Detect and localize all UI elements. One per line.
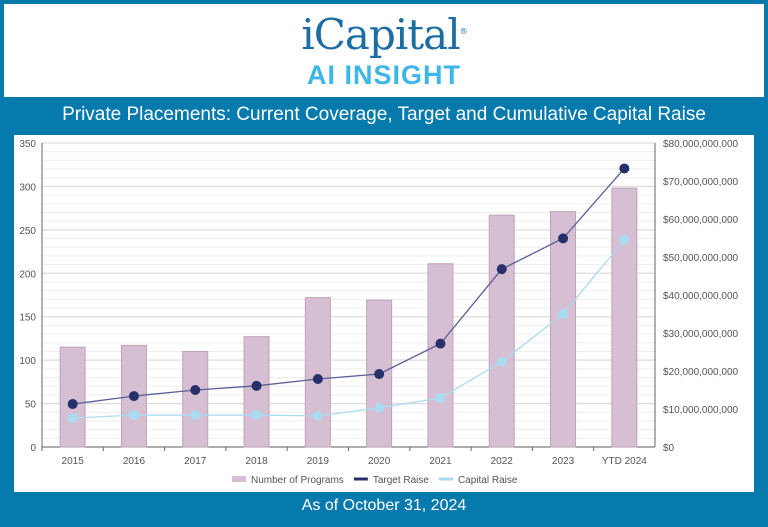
point-capital-raise [558,309,569,319]
x-tick-label: 2018 [245,456,268,467]
point-capital-raise [496,356,507,367]
right-tick-label: $60,000,000,000 [663,215,739,226]
legend-swatch-number-of-programs [232,476,246,482]
point-target-raise [128,391,139,402]
point-target-raise [558,233,569,244]
x-tick-label: 2017 [184,456,207,467]
point-target-raise [67,399,78,410]
chart: 0 50 100 150 200 250 300 350 $0 $10,000,000,000 $2… [19,139,739,486]
bar-number-of-programs [550,211,577,448]
left-tick-label: 150 [19,313,36,324]
right-tick-label: $20,000,000,000 [663,367,739,378]
right-tick-label: $50,000,000,000 [663,253,739,264]
right-tick-label: $40,000,000,000 [663,291,739,302]
x-tick-label: YTD 2024 [602,456,647,467]
point-target-raise [619,163,630,174]
point-capital-raise [190,410,201,421]
point-target-raise [190,385,201,395]
point-target-raise [374,369,385,380]
x-tick-label: 2022 [491,456,514,467]
point-capital-raise [312,410,323,421]
left-tick-label: 100 [19,356,36,367]
brand-logo: iCapital® [301,10,467,59]
line-capital-raise [72,239,625,419]
x-tick-label: 2023 [552,456,575,467]
point-capital-raise [67,413,78,424]
brand-subtitle: AI INSIGHT [306,60,461,90]
legend-label-target-raise: Target Raise [373,475,430,486]
right-tick-label: $0 [663,443,675,454]
bar-number-of-programs [182,350,209,448]
bar-number-of-programs [488,214,515,448]
right-tick-label: $10,000,000,000 [663,405,739,416]
x-tick-label: 2016 [123,456,146,467]
bar-number-of-programs [427,263,454,448]
left-tick-label: 350 [19,139,36,150]
x-tick-label: 2021 [429,456,452,467]
right-tick-label: $30,000,000,000 [663,329,739,340]
left-tick-label: 50 [25,400,37,411]
chart-title: Private Placements: Current Coverage, Ta… [62,104,706,125]
date-note: As of October 31, 2024 [301,497,467,514]
legend-label-number-of-programs: Number of Programs [251,475,344,486]
bar-number-of-programs [59,346,86,448]
right-tick-label: $80,000,000,000 [663,139,739,150]
point-capital-raise [374,402,385,413]
x-tick-label: 2020 [368,456,391,467]
bar-number-of-programs [304,297,331,448]
header: iCapital® AI INSIGHT [4,4,764,97]
legend-label-capital-raise: Capital Raise [458,475,518,486]
left-tick-label: 250 [19,226,36,237]
line-target-raise [72,168,625,405]
left-tick-label: 0 [30,443,36,454]
left-tick-label: 300 [19,182,36,193]
bar-number-of-programs [611,187,638,448]
x-tick-label: 2019 [307,456,330,467]
point-capital-raise [251,410,262,421]
chart-panel: 0 50 100 150 200 250 300 350 $0 $10,000,000,000 $2… [14,135,754,492]
point-capital-raise [128,410,139,421]
point-target-raise [496,264,507,275]
point-target-raise [312,373,323,384]
point-capital-raise [619,234,630,245]
bar-number-of-programs [243,336,270,448]
point-target-raise [435,338,446,349]
left-tick-label: 200 [19,269,36,280]
x-tick-label: 2015 [62,456,85,467]
point-capital-raise [435,392,446,403]
point-target-raise [251,380,262,391]
right-tick-label: $70,000,000,000 [663,177,739,188]
